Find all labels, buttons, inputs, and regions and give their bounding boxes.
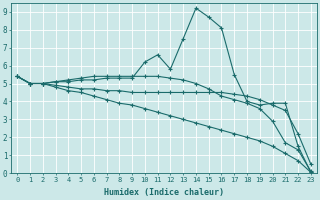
X-axis label: Humidex (Indice chaleur): Humidex (Indice chaleur) — [104, 188, 224, 197]
